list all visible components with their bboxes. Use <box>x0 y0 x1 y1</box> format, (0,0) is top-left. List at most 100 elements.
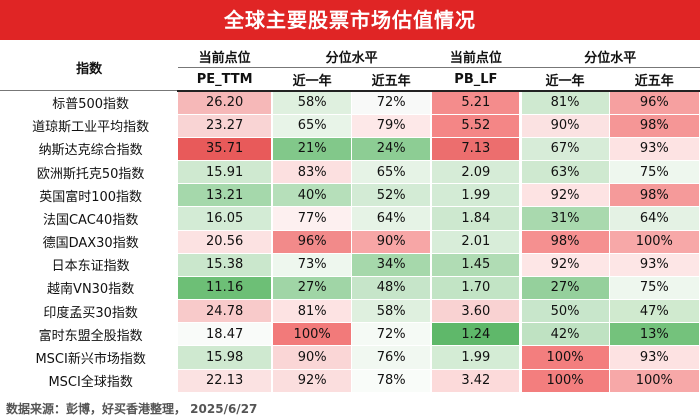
pb-five-year-percentile: 64% <box>608 206 700 231</box>
pe-one-year-percentile: 27% <box>272 275 353 301</box>
pb-one-year-percentile: 98% <box>520 229 610 254</box>
pb-five-year-header: 近五年 <box>608 67 700 92</box>
pe-five-year-percentile: 52% <box>351 183 432 208</box>
pb-one-year-percentile: 92% <box>520 183 610 208</box>
pe-ttm-value: 20.56 <box>177 229 272 254</box>
pb-lf-value: 1.99 <box>431 345 521 370</box>
index-name: 英国富时100指数 <box>0 183 179 208</box>
pe-one-year-percentile: 100% <box>272 322 353 347</box>
pe-ttm-value: 15.38 <box>177 252 272 277</box>
table-row: 道琼斯工业平均指数 23.27 65% 79% 5.52 90% 98% <box>0 113 700 138</box>
pb-group-header: 当前点位 <box>431 43 521 69</box>
pb-five-year-percentile: 100% <box>608 368 700 393</box>
pe-ttm-value: 35.71 <box>177 136 272 161</box>
pb-five-year-percentile: 13% <box>608 322 700 347</box>
pb-one-year-percentile: 100% <box>520 345 610 370</box>
pe-ttm-value: 22.13 <box>177 368 272 393</box>
pb-one-year-percentile: 67% <box>520 136 610 161</box>
pe-ttm-value: 23.27 <box>177 113 272 138</box>
pb-one-year-percentile: 31% <box>520 206 610 231</box>
pe-five-year-percentile: 72% <box>351 90 432 115</box>
pe-group-header: 当前点位 <box>177 43 272 69</box>
pb-one-year-percentile: 81% <box>520 90 610 115</box>
pb-one-year-percentile: 63% <box>520 159 610 185</box>
pb-one-year-percentile: 42% <box>520 322 610 347</box>
index-name: 印度孟买30指数 <box>0 299 179 324</box>
pb-one-year-percentile: 100% <box>520 368 610 393</box>
pb-five-year-percentile: 47% <box>608 299 700 324</box>
pb-lf-value: 1.84 <box>431 206 521 231</box>
pb-lf-value: 5.21 <box>431 90 521 115</box>
pe-one-year-percentile: 77% <box>272 206 353 231</box>
pe-ttm-value: 11.16 <box>177 275 272 301</box>
pb-lf-value: 5.52 <box>431 113 521 138</box>
pe-percentile-header: 分位水平 <box>272 43 432 69</box>
pb-percentile-header: 分位水平 <box>520 43 700 69</box>
pb-one-year-header: 近一年 <box>520 67 610 92</box>
valuation-table: 指数 当前点位 分位水平 当前点位 分位水平 PE_TTM 近一年 近五年 PB… <box>0 43 700 393</box>
pe-five-year-percentile: 24% <box>351 136 432 161</box>
pe-one-year-header: 近一年 <box>272 67 353 92</box>
pe-five-year-percentile: 34% <box>351 252 432 277</box>
index-name: 标普500指数 <box>0 90 179 115</box>
pe-one-year-percentile: 83% <box>272 159 353 185</box>
index-name: 欧洲斯托克50指数 <box>0 159 179 185</box>
pe-one-year-percentile: 81% <box>272 299 353 324</box>
index-name: 越南VN30指数 <box>0 275 179 301</box>
index-name: 日本东证指数 <box>0 252 179 277</box>
index-name: 道琼斯工业平均指数 <box>0 113 179 138</box>
table-row: 英国富时100指数 13.21 40% 52% 1.99 92% 98% <box>0 183 700 208</box>
pe-five-year-percentile: 90% <box>351 229 432 254</box>
pb-lf-value: 3.60 <box>431 299 521 324</box>
pb-lf-value: 7.13 <box>431 136 521 161</box>
pb-five-year-percentile: 75% <box>608 275 700 301</box>
pe-five-year-percentile: 48% <box>351 275 432 301</box>
pb-lf-value: 1.45 <box>431 252 521 277</box>
table-row: 标普500指数 26.20 58% 72% 5.21 81% 96% <box>0 90 700 115</box>
index-name: MSCI新兴市场指数 <box>0 345 179 370</box>
table-row: 欧洲斯托克50指数 15.91 83% 65% 2.09 63% 75% <box>0 159 700 185</box>
table-row: 印度孟买30指数 24.78 81% 58% 3.60 50% 47% <box>0 299 700 324</box>
pb-lf-value: 1.70 <box>431 275 521 301</box>
pe-five-year-percentile: 79% <box>351 113 432 138</box>
pb-lf-value: 2.09 <box>431 159 521 185</box>
pe-five-year-percentile: 58% <box>351 299 432 324</box>
index-name: MSCI全球指数 <box>0 368 179 393</box>
index-name: 德国DAX30指数 <box>0 229 179 254</box>
pe-one-year-percentile: 73% <box>272 252 353 277</box>
pe-ttm-value: 16.05 <box>177 206 272 231</box>
table-row: MSCI新兴市场指数 15.98 90% 76% 1.99 100% 93% <box>0 345 700 370</box>
pe-one-year-percentile: 40% <box>272 183 353 208</box>
index-name: 法国CAC40指数 <box>0 206 179 231</box>
pe-ttm-value: 13.21 <box>177 183 272 208</box>
pb-one-year-percentile: 90% <box>520 113 610 138</box>
pe-five-year-header: 近五年 <box>351 67 432 92</box>
pb-five-year-percentile: 98% <box>608 183 700 208</box>
table-row: 法国CAC40指数 16.05 77% 64% 1.84 31% 64% <box>0 206 700 231</box>
pe-metric-header: PE_TTM <box>177 67 272 92</box>
table-row: 德国DAX30指数 20.56 96% 90% 2.01 98% 100% <box>0 229 700 254</box>
pb-five-year-percentile: 98% <box>608 113 700 138</box>
pe-five-year-percentile: 64% <box>351 206 432 231</box>
table-row: 纳斯达克综合指数 35.71 21% 24% 7.13 67% 93% <box>0 136 700 161</box>
pb-metric-header: PB_LF <box>431 67 521 92</box>
pe-five-year-percentile: 76% <box>351 345 432 370</box>
pb-five-year-percentile: 100% <box>608 229 700 254</box>
pb-five-year-percentile: 93% <box>608 252 700 277</box>
pb-one-year-percentile: 92% <box>520 252 610 277</box>
pe-one-year-percentile: 65% <box>272 113 353 138</box>
pb-lf-value: 3.42 <box>431 368 521 393</box>
pb-one-year-percentile: 50% <box>520 299 610 324</box>
pb-lf-value: 2.01 <box>431 229 521 254</box>
pe-one-year-percentile: 96% <box>272 229 353 254</box>
pe-five-year-percentile: 72% <box>351 322 432 347</box>
pe-ttm-value: 24.78 <box>177 299 272 324</box>
pe-one-year-percentile: 90% <box>272 345 353 370</box>
table-title: 全球主要股票市场估值情况 <box>0 0 700 40</box>
pe-ttm-value: 18.47 <box>177 322 272 347</box>
pb-lf-value: 1.24 <box>431 322 521 347</box>
pe-one-year-percentile: 92% <box>272 368 353 393</box>
pb-five-year-percentile: 75% <box>608 159 700 185</box>
table-row: 日本东证指数 15.38 73% 34% 1.45 92% 93% <box>0 252 700 277</box>
pb-five-year-percentile: 96% <box>608 90 700 115</box>
